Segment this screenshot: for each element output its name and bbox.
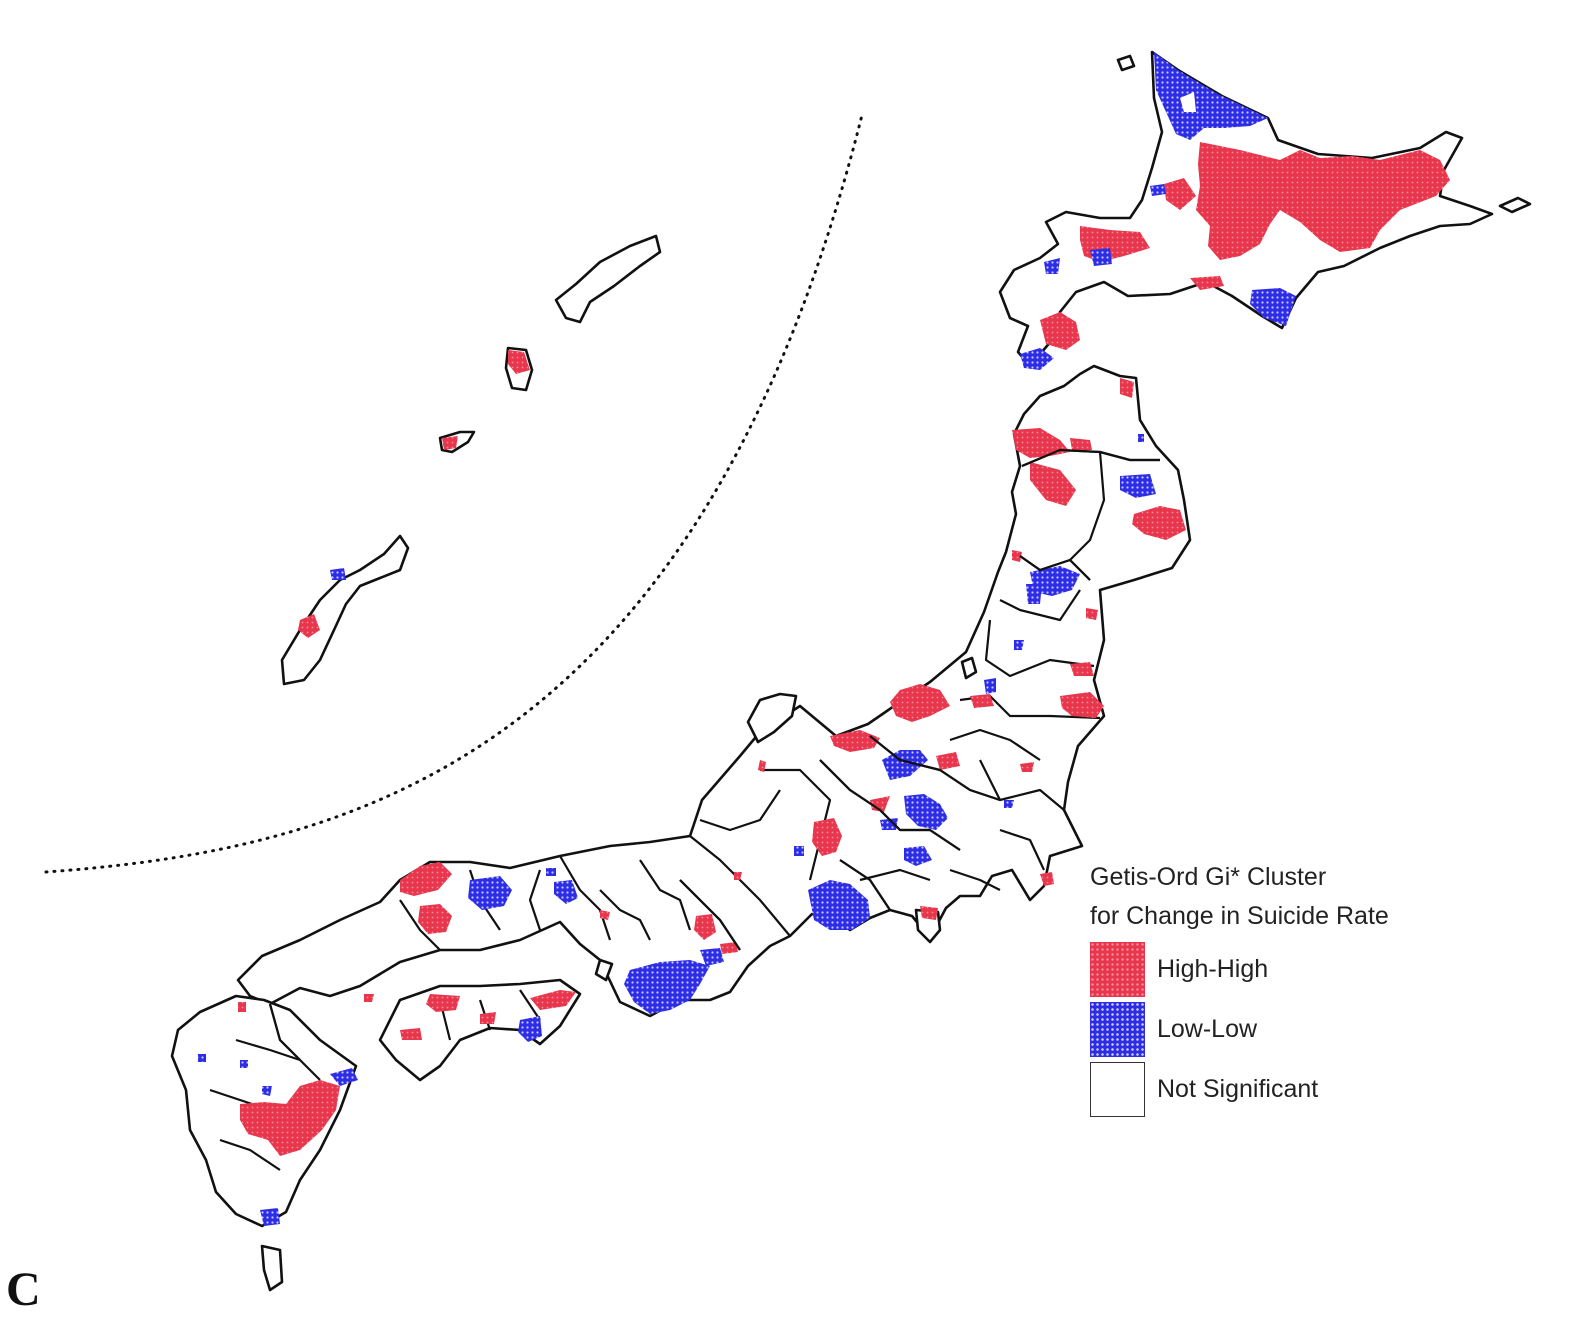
hh-iwate xyxy=(1132,506,1186,540)
legend-label-not-significant: Not Significant xyxy=(1157,1075,1319,1103)
hh-aomori xyxy=(1012,428,1070,458)
sado-outline xyxy=(960,656,978,680)
ll-gunma xyxy=(882,750,928,780)
legend-label-low-low: Low-Low xyxy=(1157,1015,1258,1043)
low-low-swatch xyxy=(1090,1002,1145,1057)
high-high-clusters xyxy=(238,142,1450,1156)
legend-title-line1: Getis-Ord Gi* Cluster xyxy=(1090,863,1327,891)
legend-item-low-low: Low-Low xyxy=(1090,1002,1257,1057)
inset-divider-line xyxy=(44,113,864,874)
honshu-outline xyxy=(236,364,1192,1018)
hh-kyushu xyxy=(240,1080,340,1156)
legend-item-not-significant: Not Significant xyxy=(1090,1062,1318,1117)
okinawa-island-outline xyxy=(280,534,410,686)
ll-yamagata xyxy=(1030,566,1080,596)
legend-item-high-high: High-High xyxy=(1090,942,1268,997)
ll-hokkaido-north xyxy=(1154,52,1268,140)
map-legend: Getis-Ord Gi* Cluster for Change in Suic… xyxy=(1090,858,1510,1117)
panel-label: C xyxy=(6,1263,41,1316)
legend-title-line2: for Change in Suicide Rate xyxy=(1090,902,1389,930)
low-low-clusters xyxy=(198,52,1296,1226)
noto-peninsula-outline xyxy=(746,692,798,744)
legend-label-high-high: High-High xyxy=(1157,955,1269,983)
not-significant-swatch xyxy=(1090,1062,1145,1117)
amami-islands-outline xyxy=(554,234,662,324)
overlay-boundaries xyxy=(268,448,1160,1061)
high-high-swatch xyxy=(1090,942,1145,997)
ll-tottori xyxy=(468,876,512,910)
hh-niigata xyxy=(890,684,950,722)
hh-shimane xyxy=(400,862,452,896)
ll-shizuoka xyxy=(808,880,870,930)
hh-hokkaido-central xyxy=(1196,142,1450,260)
ll-kii xyxy=(624,960,710,1014)
ll-hokkaido-east xyxy=(1250,288,1296,326)
